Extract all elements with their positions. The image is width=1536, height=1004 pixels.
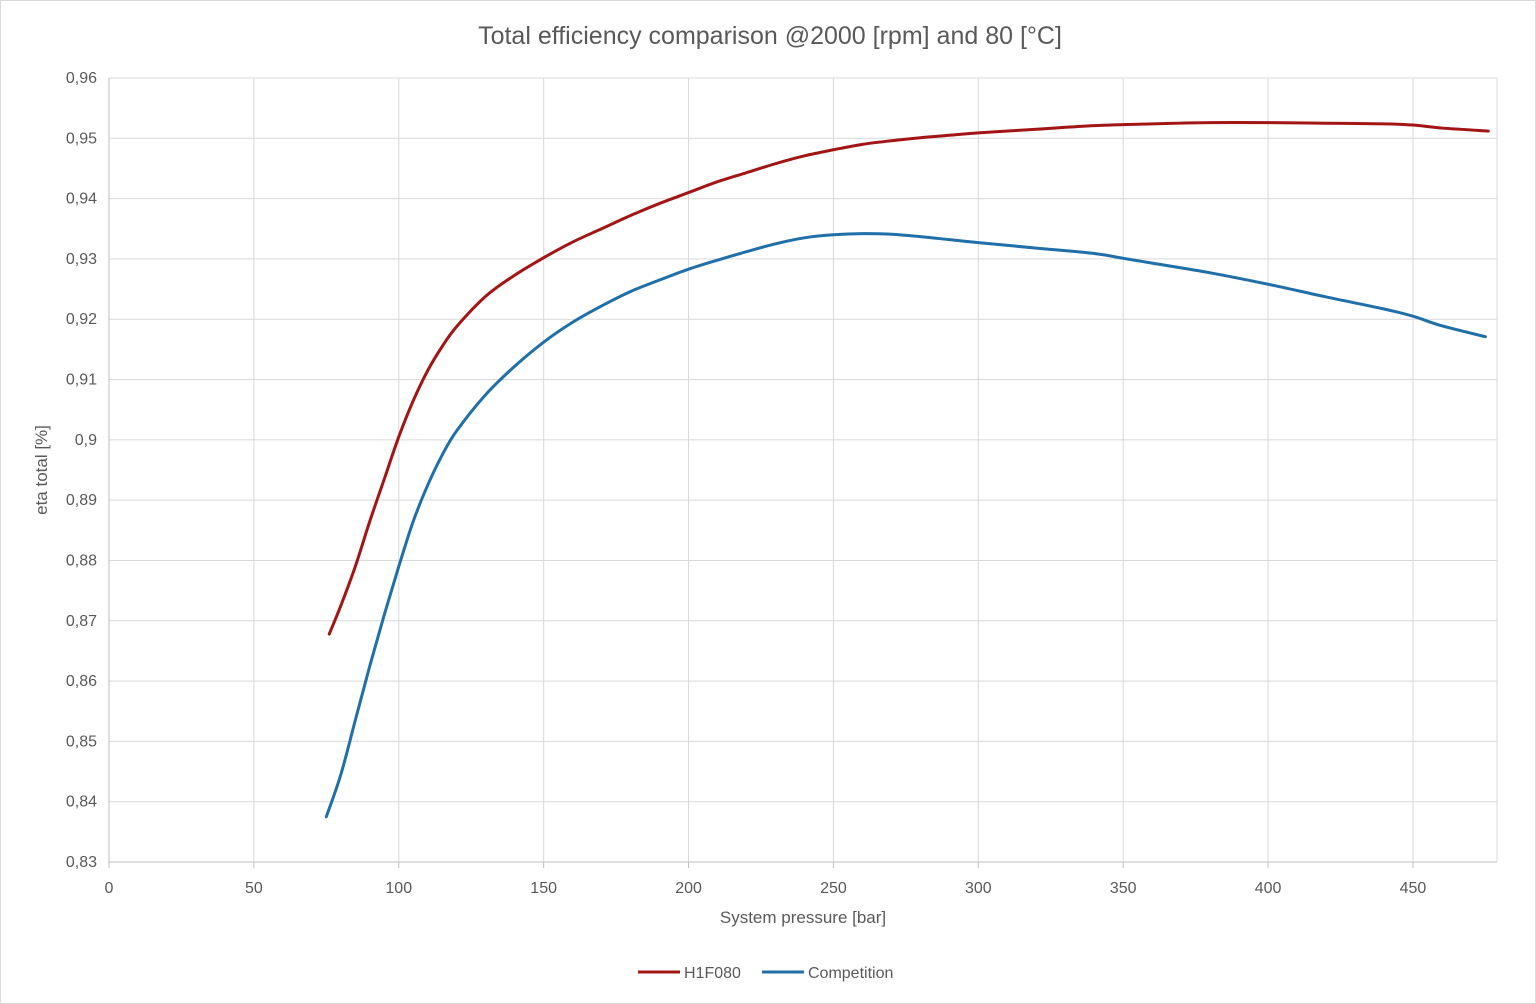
- series-line-h1f080: [327, 121, 1490, 636]
- y-tick-label: 0,91: [66, 372, 97, 389]
- y-tick-label: 0,93: [66, 251, 97, 268]
- x-tick-label: 50: [245, 880, 263, 897]
- legend: H1F080 Competition: [638, 965, 893, 982]
- legend-label-h1f080: H1F080: [684, 965, 741, 982]
- x-tick-label: 150: [530, 880, 557, 897]
- y-tick-label: 0,94: [66, 191, 97, 208]
- y-tick-label: 0,96: [66, 70, 97, 87]
- y-tick-label: 0,85: [66, 733, 97, 750]
- x-tick-label: 450: [1400, 880, 1427, 897]
- x-tick-label: 400: [1255, 880, 1282, 897]
- x-tick-label: 100: [385, 880, 412, 897]
- y-axis-label: eta total [%]: [32, 425, 51, 515]
- series-lines: [324, 121, 1490, 819]
- gridlines: [109, 77, 1498, 862]
- y-tick-label: 0,9: [75, 432, 97, 449]
- x-tick-label: 0: [105, 880, 114, 897]
- x-tick-label: 300: [965, 880, 992, 897]
- x-tick-label: 250: [820, 880, 847, 897]
- x-tick-label: 200: [675, 880, 702, 897]
- y-tick-label: 0,86: [66, 673, 97, 690]
- axes: 0,83 0,84 0,85 0,86 0,87 0,88 0,89 0,9 0,91 0,92 0…: [66, 70, 1497, 897]
- chart-title: Total efficiency comparison @2000 [rpm] …: [478, 22, 1062, 50]
- x-tick-label: 350: [1110, 880, 1137, 897]
- series-line-competition: [324, 232, 1487, 819]
- y-tick-label: 0,84: [66, 794, 97, 811]
- y-tick-label: 0,83: [66, 854, 97, 871]
- legend-label-competition: Competition: [808, 965, 893, 982]
- y-tick-label: 0,95: [66, 130, 97, 147]
- y-tick-label: 0,87: [66, 613, 97, 630]
- y-tick-label: 0,88: [66, 552, 97, 569]
- x-axis-label: System pressure [bar]: [720, 908, 886, 927]
- y-tick-label: 0,92: [66, 311, 97, 328]
- y-tick-label: 0,89: [66, 492, 97, 509]
